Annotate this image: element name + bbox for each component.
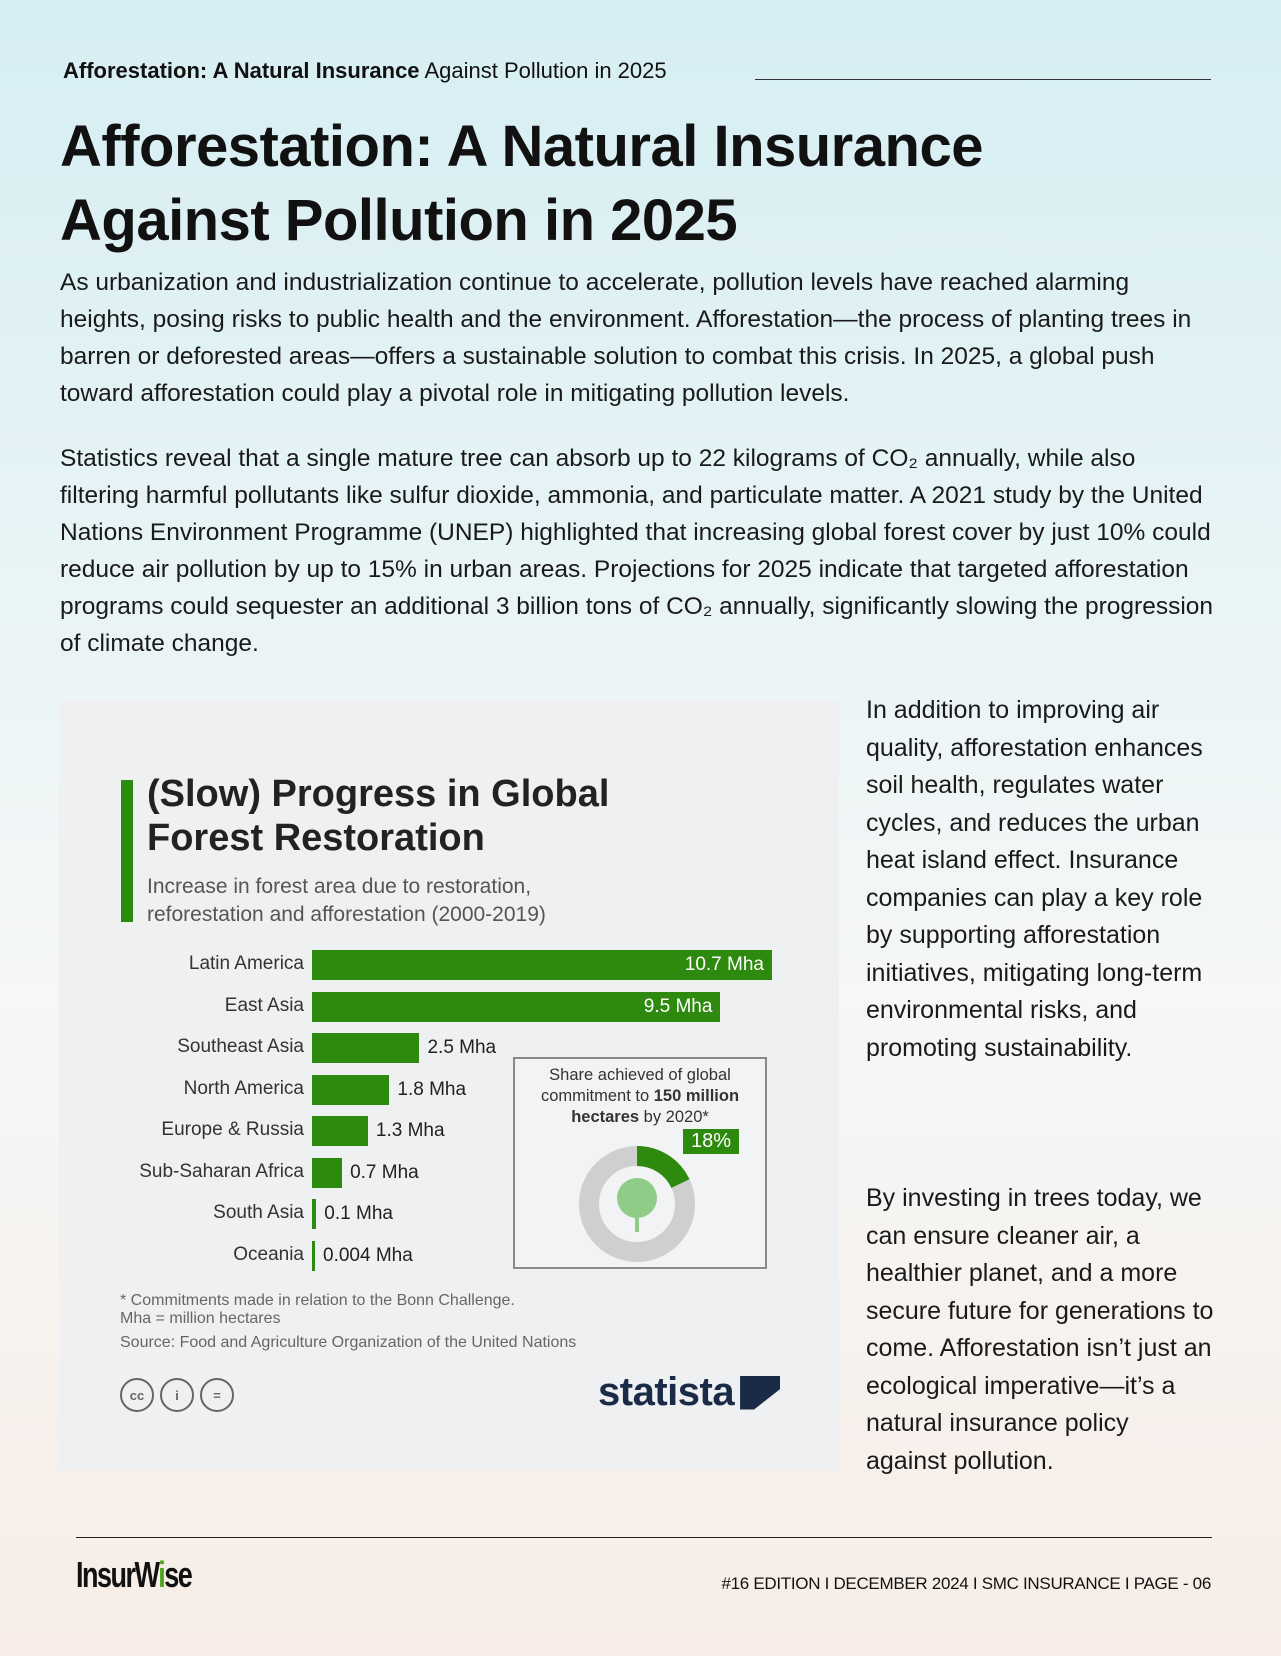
bar-category-label: East Asia	[224, 994, 304, 1016]
bar-row: North America 1.8 Mha	[100, 1074, 800, 1105]
bar-value-label: 0.7 Mha	[350, 1161, 419, 1183]
statista-mark-icon	[740, 1375, 781, 1410]
footer-edition-info: #16 EDITION I DECEMBER 2024 I SMC INSURA…	[721, 1574, 1211, 1593]
chart-subtitle: Increase in forest area due to restorati…	[147, 875, 546, 926]
side-paragraph-1: In addition to improving air quality, af…	[866, 696, 1203, 1062]
side-paragraph-2: By investing in trees today, we can ensu…	[866, 1184, 1214, 1475]
running-header-bold: Afforestation: A Natural Insurance	[63, 58, 420, 83]
bar-category-label: South Asia	[213, 1202, 304, 1223]
note-bonn: * Commitments made in relation to the Bo…	[120, 1292, 515, 1309]
bar-category-label: Sub-Saharan Africa	[139, 1160, 304, 1182]
license-icons: cc i =	[120, 1378, 234, 1412]
tree-icon	[617, 1178, 657, 1218]
cc-icon: cc	[120, 1378, 154, 1412]
bar-row: Sub-Saharan Africa 0.7 Mha	[100, 1157, 800, 1188]
bar-value-label: 10.7 Mha	[684, 954, 764, 975]
bar-value-label: 0.004 Mha	[323, 1244, 413, 1266]
bar-value-label: 0.1 Mha	[324, 1203, 393, 1224]
bar-value-label: 1.8 Mha	[397, 1078, 467, 1100]
footer-rule	[76, 1537, 1212, 1538]
bar	[312, 1033, 420, 1063]
bar-category-label: Southeast Asia	[177, 1036, 304, 1057]
paragraph-statistics: Statistics reveal that a single mature t…	[60, 445, 1214, 657]
bar	[312, 1157, 343, 1188]
bar-value-label: 9.5 Mha	[643, 995, 713, 1017]
bar-row: Latin America 10.7 Mha	[100, 950, 800, 980]
chart-notes: * Commitments made in relation to the Bo…	[120, 1290, 576, 1354]
bar-category-label: Europe & Russia	[161, 1119, 304, 1140]
article-title: Afforestation: A Natural Insurance Again…	[60, 114, 983, 253]
note-source: Source: Food and Agriculture Organizatio…	[120, 1334, 577, 1351]
bar	[312, 1240, 315, 1271]
bar	[312, 1116, 368, 1146]
donut-achieved-slice	[636, 1146, 690, 1189]
statista-logo: statista	[598, 1370, 781, 1415]
note-mha: Mha = million hectares	[120, 1310, 281, 1327]
bar-category-label: North America	[183, 1077, 304, 1099]
bar-row: Southeast Asia 2.5 Mha	[100, 1033, 800, 1063]
bar-row: Oceania 0.004 Mha	[100, 1240, 800, 1271]
running-header-rest: Against Pollution in 2025	[419, 58, 667, 83]
tree-trunk-icon	[635, 1204, 639, 1232]
insurwise-logo: InsurWise	[76, 1554, 193, 1595]
bar	[312, 950, 772, 980]
bar-category-label: Oceania	[233, 1243, 304, 1265]
inset-title: Share achieved of global commitment to 1…	[540, 1066, 740, 1126]
running-header: Afforestation: A Natural Insurance Again…	[63, 58, 667, 84]
bar-value-label: 1.3 Mha	[375, 1120, 445, 1141]
bar-value-label: 2.5 Mha	[427, 1037, 497, 1058]
bar-row: South Asia 0.1 Mha	[100, 1199, 800, 1229]
bar	[312, 1074, 390, 1105]
paragraph-intro: As urbanization and industrialization co…	[60, 269, 1192, 407]
bar-category-label: Latin America	[188, 953, 304, 974]
share-donut	[579, 1146, 695, 1262]
no-derivatives-icon: =	[200, 1378, 234, 1412]
chart-title: (Slow) Progress in Global Forest Restora…	[147, 773, 610, 859]
bar-row: East Asia 9.5 Mha	[100, 991, 800, 1022]
inset-share-box: Share achieved of global commitment to 1…	[513, 1057, 767, 1269]
bar	[312, 1199, 317, 1229]
attribution-icon: i	[160, 1378, 194, 1412]
chart-title-accent	[121, 780, 133, 922]
bar	[312, 991, 721, 1022]
header-rule	[755, 79, 1211, 80]
bar-row: Europe & Russia 1.3 Mha	[100, 1116, 800, 1146]
share-percent-label: 18%	[683, 1129, 740, 1154]
